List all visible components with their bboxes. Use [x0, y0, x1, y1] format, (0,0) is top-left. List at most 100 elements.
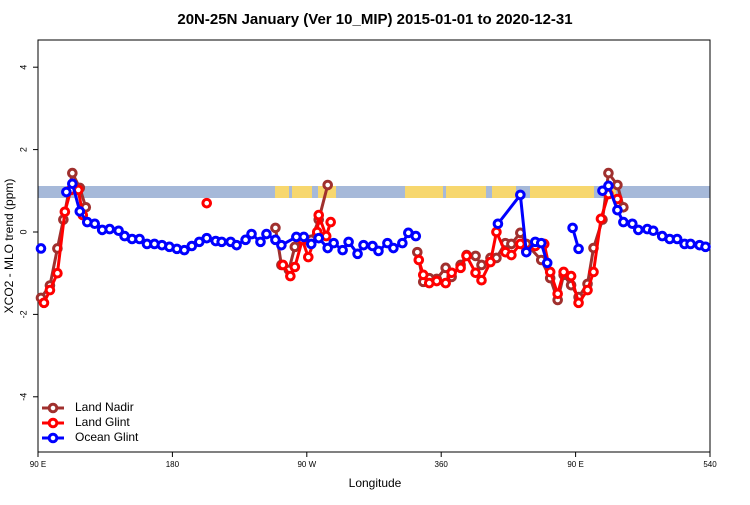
data-point — [44, 284, 56, 296]
data-point — [289, 241, 301, 253]
x-tick-label: 360 — [435, 460, 449, 469]
data-point — [603, 180, 614, 192]
data-point — [671, 233, 683, 245]
data-point — [476, 259, 487, 271]
data-point — [470, 250, 481, 262]
data-point — [289, 261, 301, 273]
legend-label: Land Nadir — [75, 400, 134, 414]
legend-marker — [47, 432, 59, 444]
data-point — [461, 250, 472, 262]
data-point — [67, 167, 78, 179]
data-point — [567, 222, 578, 234]
data-point — [491, 226, 502, 238]
chart-title: 20N-25N January (Ver 10_MIP) 2015-01-01 … — [177, 11, 572, 28]
data-point — [186, 240, 198, 252]
data-point — [313, 232, 325, 244]
y-tick-label: 0 — [18, 229, 28, 234]
y-tick-label: -2 — [18, 310, 28, 318]
data-point — [358, 239, 369, 251]
data-point — [302, 251, 314, 263]
data-point — [397, 237, 408, 249]
data-point — [588, 266, 599, 278]
x-tick-label: 90 E — [567, 460, 583, 469]
data-point — [410, 230, 422, 242]
data-point — [305, 238, 317, 250]
data-point — [506, 249, 517, 261]
data-point — [506, 238, 517, 250]
data-point — [612, 179, 623, 191]
x-tick-label: 180 — [166, 460, 180, 469]
data-point — [485, 256, 496, 268]
data-point — [216, 236, 227, 248]
data-point — [322, 179, 334, 191]
data-point — [246, 228, 257, 240]
data-point — [618, 216, 629, 228]
data-point — [595, 213, 607, 225]
y-tick-label: -4 — [18, 393, 28, 401]
data-point — [35, 243, 47, 254]
data-point — [582, 284, 593, 296]
data-point — [633, 224, 644, 236]
data-point — [446, 267, 457, 279]
data-point — [270, 234, 281, 246]
data-point — [343, 236, 354, 248]
data-point — [328, 237, 339, 249]
data-point — [685, 238, 696, 250]
data-point — [201, 197, 213, 209]
data-point — [603, 167, 614, 179]
data-point — [521, 246, 532, 258]
data-point — [417, 269, 429, 281]
x-tick-label: 90 W — [297, 460, 316, 469]
data-point — [612, 204, 623, 216]
data-point — [61, 186, 72, 198]
data-point — [276, 239, 287, 251]
data-point — [313, 209, 325, 221]
data-point — [255, 236, 266, 248]
series-line — [417, 191, 619, 307]
data-point — [431, 275, 443, 287]
data-point — [352, 248, 363, 260]
x-tick-label: 90 E — [30, 460, 46, 469]
data-point — [492, 218, 504, 230]
legend-marker — [47, 417, 59, 429]
data-point — [552, 288, 563, 300]
data-point — [455, 262, 466, 274]
data-point — [231, 239, 242, 251]
data-point — [270, 222, 281, 234]
data-point — [325, 216, 336, 228]
data-point — [544, 266, 556, 278]
data-point — [470, 267, 481, 279]
data-point — [261, 228, 272, 240]
data-point — [573, 243, 584, 255]
data-point — [52, 267, 63, 279]
y-tick-label: 2 — [18, 147, 28, 152]
data-point — [515, 189, 526, 201]
data-point — [298, 231, 310, 243]
data-point — [565, 270, 577, 282]
data-point — [179, 244, 190, 256]
data-point — [700, 241, 711, 253]
data-point — [627, 218, 638, 230]
data-point — [558, 266, 569, 278]
data-point — [240, 234, 251, 246]
data-point — [647, 225, 659, 237]
data-point — [38, 297, 50, 309]
data-point — [535, 237, 547, 249]
data-point — [285, 270, 296, 282]
data-point — [89, 218, 101, 230]
data-point — [104, 223, 115, 235]
y-axis-label: XCO2 - MLO trend (ppm) — [2, 179, 16, 314]
legend-label: Ocean Glint — [75, 430, 139, 444]
data-point — [74, 206, 86, 217]
data-point — [373, 245, 384, 257]
data-point — [413, 254, 425, 266]
data-point — [515, 238, 526, 250]
legend-marker — [47, 402, 59, 414]
data-point — [440, 277, 451, 289]
data-point — [113, 225, 124, 237]
data-point — [476, 274, 487, 286]
legend-label: Land Glint — [75, 415, 130, 429]
data-point — [277, 259, 289, 271]
x-tick-label: 540 — [703, 460, 717, 469]
